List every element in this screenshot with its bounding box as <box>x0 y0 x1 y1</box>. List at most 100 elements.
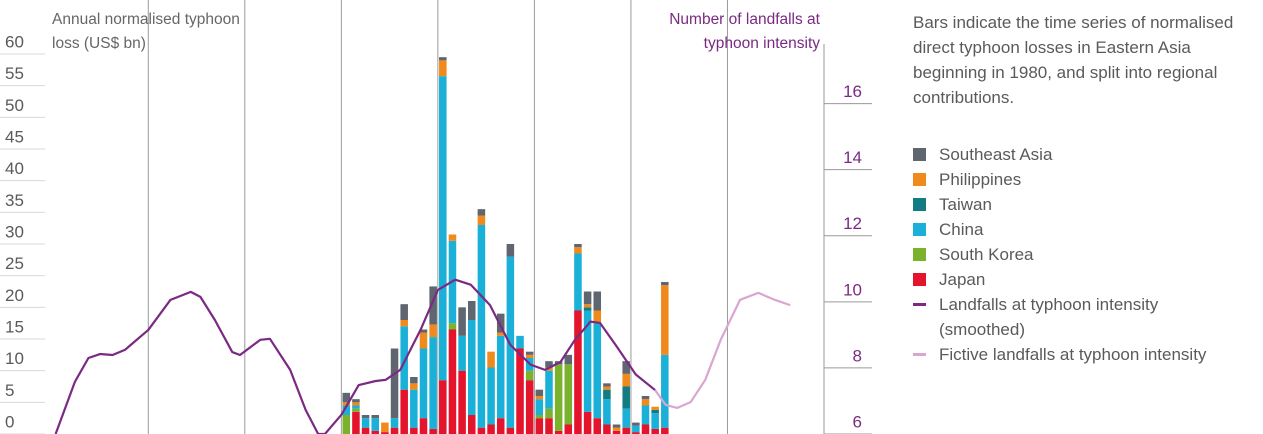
bar-segment <box>477 427 486 434</box>
bar-segment <box>439 76 447 381</box>
bar-segment <box>352 402 360 406</box>
bar-segment <box>506 427 515 434</box>
legend-swatch <box>913 148 926 161</box>
legend-label: Southeast Asia <box>939 145 1053 164</box>
bar-segment <box>651 413 659 429</box>
y2-tick-label: 6 <box>853 412 862 431</box>
bar-segment <box>410 389 418 428</box>
bar-segment <box>632 432 640 434</box>
y-tick-label: 40 <box>5 159 24 178</box>
legend: Southeast Asia Philippines Taiwan China Sout… <box>913 142 1258 367</box>
y-tick-label: 0 <box>5 412 14 431</box>
y-tick-label: 25 <box>5 254 24 273</box>
bar-segment <box>390 427 399 434</box>
bar-segment <box>525 370 534 381</box>
bar-segment <box>545 370 553 409</box>
legend-line <box>913 303 926 306</box>
bar-segment <box>361 415 370 419</box>
bar-segment <box>458 370 466 434</box>
legend-line <box>913 353 926 356</box>
y-tick-label: 45 <box>5 127 24 146</box>
bar-segment <box>400 320 408 327</box>
bar-segment <box>603 389 611 400</box>
bar-segment <box>593 323 602 419</box>
bar-segment <box>574 247 582 254</box>
bar-segment <box>390 348 399 419</box>
bar-segment <box>641 405 650 425</box>
bar-segment <box>400 389 408 434</box>
bar-segment <box>622 408 630 428</box>
bar-segment <box>448 329 457 434</box>
bar-segment <box>622 427 630 434</box>
bar-segment <box>535 389 544 396</box>
y2-tick-label: 12 <box>843 214 862 233</box>
legend-label: Landfalls at typhoon intensity (smoothed… <box>939 295 1159 339</box>
line <box>54 278 656 434</box>
bar-segment <box>525 351 534 355</box>
bar-segment <box>661 285 669 355</box>
bar-segment <box>467 415 476 434</box>
legend-item: Taiwan <box>913 192 1229 217</box>
bar-segment <box>545 361 553 368</box>
bar-segment <box>632 425 640 433</box>
bar-segment <box>661 427 669 434</box>
bar-segment <box>448 234 457 241</box>
bar-segment <box>371 418 379 431</box>
bar-segment <box>419 329 428 333</box>
legend-item: Southeast Asia <box>913 142 1229 167</box>
y-tick-label: 60 <box>5 32 24 51</box>
bar-segment <box>545 418 553 434</box>
bar-segment <box>352 411 360 434</box>
bar-segment <box>651 409 659 414</box>
bar-segment <box>593 418 602 434</box>
y2-tick-label: 10 <box>843 280 862 299</box>
bar-segment <box>612 427 621 431</box>
bar-segment <box>477 215 486 225</box>
bar-segment <box>603 386 611 390</box>
bar-segment <box>487 367 495 425</box>
legend-label: Fictive landfalls at typhoon intensity <box>939 345 1207 364</box>
bar-segment <box>429 428 437 434</box>
bar-segment <box>342 392 351 403</box>
bar-segment <box>439 380 447 434</box>
bar-segment <box>448 323 457 330</box>
bar-segment <box>361 418 370 428</box>
y2-tick-label: 16 <box>843 82 862 101</box>
bar-segment <box>410 427 418 434</box>
bar-segment <box>381 432 389 434</box>
y-axis-title: Annual normalised typhoon loss (US$ bn) <box>52 11 240 52</box>
bar-segment <box>554 364 563 431</box>
bar-segment <box>583 411 592 434</box>
description: Bars indicate the time series of normali… <box>913 13 1234 107</box>
y-tick-label: 35 <box>5 191 24 210</box>
bar-segment <box>342 402 351 406</box>
bar-segment <box>439 60 447 77</box>
bar-segment <box>487 424 495 434</box>
y-tick-label: 10 <box>5 349 24 368</box>
bar-segment <box>661 354 669 428</box>
line <box>654 291 791 409</box>
bar-segment <box>419 418 428 434</box>
bar-segment <box>477 225 486 428</box>
bar-segment <box>603 383 611 387</box>
bar-segment <box>574 310 582 434</box>
bar-segment <box>583 310 592 412</box>
bar-segment <box>516 335 524 349</box>
bar-segment <box>574 244 582 248</box>
y-tick-label: 5 <box>5 381 14 400</box>
legend-label: Taiwan <box>939 195 992 214</box>
legend-item: South Korea <box>913 242 1229 267</box>
bar-segment <box>516 348 524 434</box>
y2-axis-title: Number of landfalls at typhoon intensity <box>669 11 820 52</box>
bar-segment <box>458 307 466 336</box>
y-tick-label: 50 <box>5 96 24 115</box>
bar-segment <box>622 361 630 374</box>
bar-segment <box>467 320 476 415</box>
bar-segment <box>419 348 428 419</box>
bar-segment <box>622 373 630 387</box>
bar-segment <box>496 313 505 333</box>
bar-segment <box>641 424 650 434</box>
bar-segment <box>554 430 563 434</box>
bar-segment <box>506 244 515 257</box>
